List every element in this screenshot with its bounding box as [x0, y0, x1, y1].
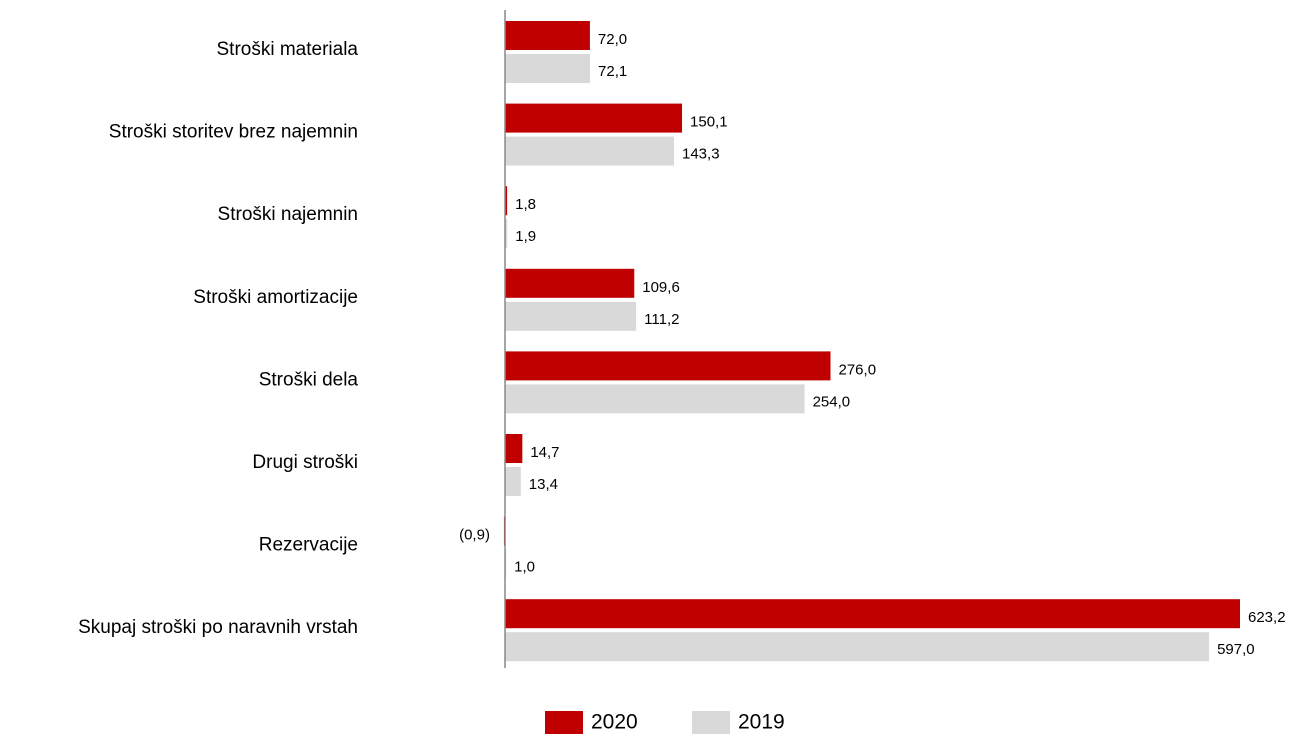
category-label: Drugi stroški	[252, 452, 358, 473]
data-label: 111,2	[644, 311, 679, 328]
category-label: Stroški amortizacije	[193, 287, 358, 308]
bar	[505, 21, 590, 50]
category-label: Stroški materiala	[217, 39, 359, 60]
data-label: 254,0	[813, 393, 851, 410]
bar	[505, 54, 591, 83]
legend-label: 2020	[591, 711, 638, 734]
bar	[505, 434, 523, 463]
data-label: 1,8	[515, 196, 536, 213]
bar	[505, 351, 831, 381]
bar	[505, 219, 508, 249]
bar	[505, 136, 675, 166]
bar	[505, 599, 1240, 629]
category-label: Stroški storitev brez najemnin	[109, 122, 358, 143]
data-label: (0,9)	[459, 527, 490, 544]
legend-swatch	[692, 711, 730, 734]
data-label: 1,0	[514, 559, 535, 576]
category-label: Rezervacije	[259, 535, 358, 556]
category-label: Skupaj stroški po naravnih vrstah	[78, 617, 358, 638]
bar	[505, 268, 635, 298]
category-label: Stroški dela	[259, 369, 359, 390]
bar	[505, 301, 637, 331]
legend-swatch	[545, 711, 583, 734]
bar	[505, 186, 508, 216]
data-label: 1,9	[515, 228, 536, 245]
data-label: 13,4	[529, 476, 558, 493]
data-label: 276,0	[839, 361, 877, 378]
data-label: 623,2	[1248, 609, 1286, 626]
bar	[505, 103, 683, 133]
data-label: 72,0	[598, 31, 627, 48]
data-label: 109,6	[642, 279, 680, 296]
data-label: 150,1	[690, 114, 728, 131]
data-label: 597,0	[1217, 641, 1255, 658]
bar	[505, 632, 1210, 662]
data-label: 143,3	[682, 146, 720, 163]
category-label: Stroški najemnin	[218, 204, 358, 225]
data-label: 14,7	[530, 444, 559, 461]
data-label: 72,1	[598, 63, 627, 80]
bar	[505, 384, 805, 414]
bar	[505, 467, 521, 496]
legend-label: 2019	[738, 711, 785, 734]
